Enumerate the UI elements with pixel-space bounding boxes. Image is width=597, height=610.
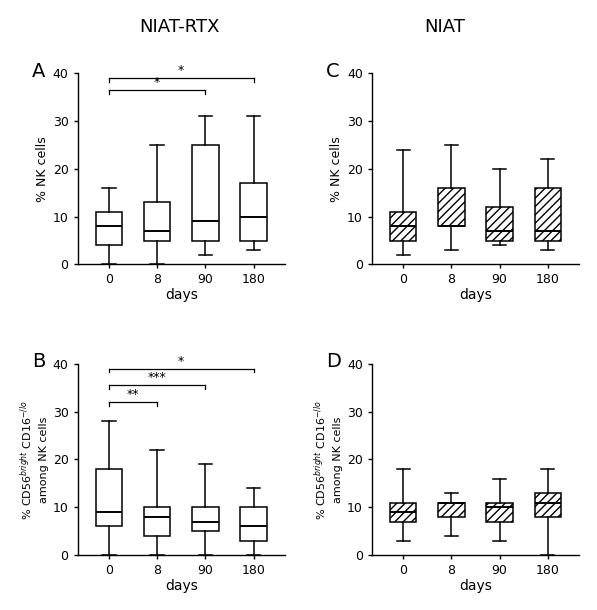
Y-axis label: % CD56$^{bright}$ CD16$^{-/lo}$
among NK cells: % CD56$^{bright}$ CD16$^{-/lo}$ among NK… (18, 400, 48, 520)
Text: *: * (178, 64, 184, 77)
PathPatch shape (438, 503, 464, 517)
Text: A: A (32, 62, 45, 81)
PathPatch shape (390, 503, 417, 522)
PathPatch shape (487, 503, 513, 522)
Text: *: * (178, 354, 184, 368)
PathPatch shape (192, 508, 219, 531)
Text: C: C (327, 62, 340, 81)
Y-axis label: % NK cells: % NK cells (36, 136, 48, 202)
PathPatch shape (240, 183, 267, 240)
Text: NIAT: NIAT (424, 18, 465, 37)
PathPatch shape (438, 188, 464, 226)
Text: D: D (327, 353, 341, 371)
PathPatch shape (534, 188, 561, 240)
PathPatch shape (192, 145, 219, 240)
Text: B: B (32, 353, 45, 371)
PathPatch shape (144, 508, 170, 536)
PathPatch shape (96, 469, 122, 526)
PathPatch shape (144, 203, 170, 240)
PathPatch shape (390, 212, 417, 240)
Y-axis label: % NK cells: % NK cells (330, 136, 343, 202)
PathPatch shape (534, 493, 561, 517)
X-axis label: days: days (459, 578, 492, 592)
Text: **: ** (127, 388, 139, 401)
X-axis label: days: days (165, 288, 198, 302)
PathPatch shape (487, 207, 513, 240)
Text: ***: *** (147, 371, 167, 384)
X-axis label: days: days (165, 578, 198, 592)
Text: *: * (154, 76, 160, 89)
PathPatch shape (96, 212, 122, 245)
X-axis label: days: days (459, 288, 492, 302)
PathPatch shape (240, 508, 267, 540)
Y-axis label: % CD56$^{bright}$ CD16$^{-/lo}$
among NK cells: % CD56$^{bright}$ CD16$^{-/lo}$ among NK… (312, 400, 343, 520)
Text: NIAT-RTX: NIAT-RTX (139, 18, 219, 37)
